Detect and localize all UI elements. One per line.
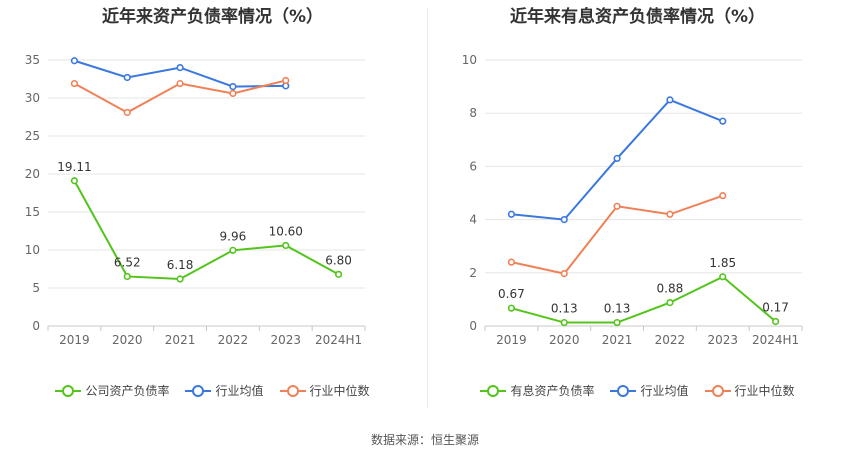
legend-marker-icon [279,384,306,397]
y-tick-label: 4 [469,213,477,227]
data-point[interactable] [507,304,516,312]
data-source-note: 数据来源：恒生聚源 [370,433,479,447]
data-point[interactable] [70,79,79,88]
panel-divider [427,8,428,408]
legend-label: 行业中位数 [309,384,370,398]
data-point[interactable] [771,317,780,326]
y-tick-label: 30 [25,91,40,105]
data-point[interactable] [613,202,621,210]
data-label: 9.96 [220,229,247,243]
data-point[interactable] [70,177,79,185]
data-point[interactable] [229,89,237,98]
data-point[interactable] [123,272,131,281]
data-point[interactable] [560,318,568,327]
legend-label: 有息资产负债率 [510,384,595,398]
x-tick-label: 2019 [496,333,527,347]
data-point[interactable] [282,241,290,250]
legend-item[interactable]: 行业中位数 [279,382,370,399]
series-line [73,180,340,281]
legend-item[interactable]: 行业均值 [610,382,689,399]
legend-marker-icon [185,384,212,397]
data-point[interactable] [176,275,184,283]
chart-legend: 有息资产负债率 行业均值 行业中位数 [425,382,850,399]
data-point[interactable] [507,210,516,218]
line-chart-asset-liability: 0 5 10 15 20 25 30 35 2019 2020 2021 2022 2023 2024H1… [25,53,366,347]
legend-item[interactable]: 行业均值 [185,382,264,399]
y-tick-label: 0 [32,319,40,333]
x-tick-label: 2020 [549,333,580,347]
data-point[interactable] [719,192,727,200]
data-point[interactable] [176,63,184,72]
data-label: 0.67 [498,287,525,301]
y-tick-label: 10 [25,243,40,257]
x-tick-label: 2021 [602,333,633,347]
data-label: 6.18 [167,258,194,272]
y-tick-label: 15 [25,205,40,219]
chart-panel-right: 近年来有息资产负债率情况（%） 0 2 4 6 8 10 2019 2020 2021 2022 2… [425,0,850,420]
data-point[interactable] [560,216,568,224]
data-label: 10.60 [269,224,303,238]
y-tick-label: 5 [32,281,40,295]
chart-title: 近年来有息资产负债率情况（%） [509,7,766,27]
line-chart-interest-bearing-liability: 0 2 4 6 8 10 2019 2020 2021 2022 2023 2024H1 0.67 0.1… [462,53,803,347]
data-point[interactable] [123,73,131,82]
series-line [511,275,777,324]
y-tick-label: 25 [25,129,40,143]
data-point[interactable] [719,273,727,281]
data-label: 1.85 [709,256,736,270]
x-tick-label: 2023 [707,333,738,347]
legend-item[interactable]: 公司资产负债率 [55,382,169,399]
data-point[interactable] [229,82,237,91]
legend-marker-icon [704,384,731,397]
chart-title: 近年来资产负债率情况（%） [101,7,324,27]
legend-label: 行业均值 [640,384,689,398]
data-label: 0.13 [604,302,631,316]
chart-legend: 公司资产负债率 行业均值 行业中位数 [0,382,425,399]
data-point[interactable] [719,117,727,125]
x-tick-label: 2023 [270,333,301,347]
legend-marker-icon [480,384,507,397]
x-tick-label: 2020 [112,333,143,347]
legend-item[interactable]: 行业中位数 [704,382,795,399]
y-tick-label: 20 [25,167,40,181]
data-label: 0.88 [657,282,684,296]
data-point[interactable] [560,269,568,278]
data-point[interactable] [123,108,131,117]
data-label: 19.11 [57,160,91,174]
x-tick-label: 2022 [218,333,249,347]
data-label: 0.13 [551,302,578,316]
legend-label: 行业中位数 [734,384,795,398]
data-point[interactable] [176,79,184,88]
y-tick-label: 10 [462,53,477,67]
data-point[interactable] [666,96,674,104]
data-point[interactable] [334,270,343,278]
data-label: 6.52 [114,255,141,269]
data-point[interactable] [613,318,621,327]
y-tick-label: 8 [469,106,477,120]
y-tick-label: 6 [469,159,477,173]
data-point[interactable] [666,298,674,307]
data-point[interactable] [507,258,516,266]
y-tick-label: 0 [469,319,477,333]
x-tick-label: 2019 [59,333,90,347]
data-label: 0.17 [762,300,789,314]
legend-label: 行业均值 [215,384,264,398]
legend-item[interactable]: 有息资产负债率 [480,382,594,399]
data-point[interactable] [666,210,674,218]
x-tick-label: 2024H1 [752,333,799,347]
data-point[interactable] [613,154,621,163]
legend-marker-icon [610,384,637,397]
legend-label: 公司资产负债率 [85,384,170,398]
x-tick-label: 2021 [165,333,196,347]
data-point[interactable] [282,76,290,85]
x-tick-label: 2024H1 [315,333,362,347]
chart-panel-left: 近年来资产负债率情况（%） 0 5 10 15 20 25 30 35 2019 2020 2021… [0,0,425,420]
y-tick-label: 35 [25,53,40,67]
data-point[interactable] [229,246,237,254]
data-point[interactable] [70,57,79,65]
x-tick-label: 2022 [655,333,686,347]
y-tick-label: 2 [469,266,477,280]
legend-marker-icon [55,384,82,397]
data-label: 6.80 [325,253,352,267]
